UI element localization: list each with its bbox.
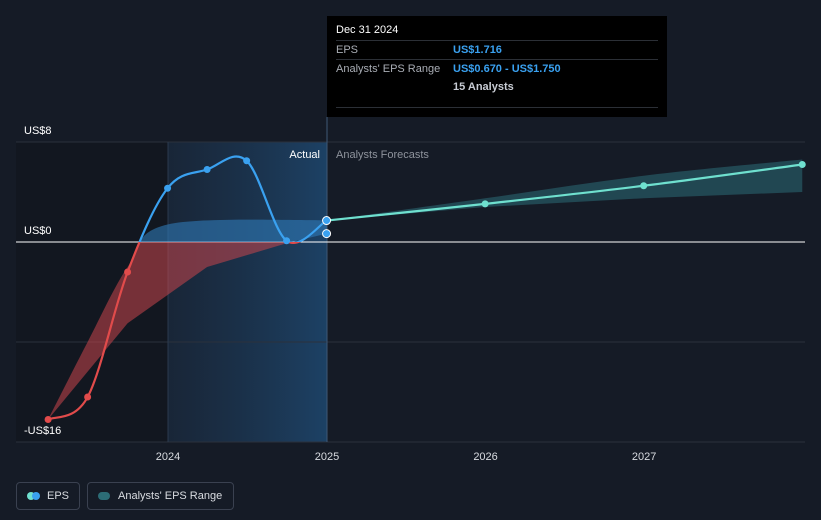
eps-data-point [124, 268, 132, 276]
actual-period-shade [168, 142, 327, 442]
y-tick-label: US$0 [24, 225, 52, 237]
eps-range-area-positive [139, 219, 327, 242]
eps-data-point [203, 166, 211, 173]
tooltip-value: US$1.716 [453, 44, 502, 56]
range-legend-icon [98, 492, 110, 500]
tooltip: Dec 31 2024 EPS US$1.716 Analysts' EPS R… [327, 16, 667, 117]
eps-forecast-line [326, 163, 803, 222]
eps-data-point [164, 184, 172, 192]
eps-forecast-point [798, 161, 806, 168]
legend-item-eps-range[interactable]: Analysts' EPS Range [87, 482, 234, 510]
eps-data-point [84, 393, 92, 401]
tooltip-label: EPS [336, 44, 359, 56]
tooltip-row-analysts: 15 Analysts [336, 78, 658, 96]
x-tick-label: 2024 [156, 451, 180, 463]
y-tick-label: -US$16 [24, 425, 61, 437]
legend-label: EPS [46, 490, 69, 502]
eps-data-point [283, 237, 291, 245]
tooltip-value: US$0.670 - US$1.750 [453, 63, 561, 75]
range-low-marker [322, 229, 332, 239]
eps-data-point [243, 157, 251, 165]
eps-forecast-point [481, 200, 489, 208]
tooltip-row-eps: EPS US$1.716 [336, 40, 658, 59]
eps-forecast-range-area [326, 159, 803, 221]
eps-range-area-negative [48, 242, 292, 420]
eps-data-point [322, 216, 332, 226]
legend-label: Analysts' EPS Range [118, 490, 223, 502]
legend-item-eps[interactable]: EPS [16, 482, 80, 510]
x-tick-label: 2027 [632, 451, 656, 463]
eps-legend-icon [27, 492, 40, 500]
tooltip-label [336, 80, 453, 94]
x-tick-label: 2025 [315, 451, 339, 463]
x-tick-label: 2026 [473, 451, 497, 463]
eps-data-point [44, 416, 52, 423]
tooltip-date: Dec 31 2024 [336, 24, 399, 36]
tooltip-label: Analysts' EPS Range [336, 63, 441, 75]
actual-label: Actual [289, 149, 320, 161]
eps-line-positive [138, 155, 328, 242]
y-tick-label: US$8 [24, 125, 52, 137]
tooltip-row-range: Analysts' EPS Range US$0.670 - US$1.750 [336, 59, 658, 78]
tooltip-divider [336, 107, 658, 108]
eps-forecast-point [640, 182, 648, 190]
tooltip-value: 15 Analysts [453, 81, 514, 93]
eps-line-negative [47, 242, 301, 421]
forecast-label: Analysts Forecasts [336, 149, 429, 161]
